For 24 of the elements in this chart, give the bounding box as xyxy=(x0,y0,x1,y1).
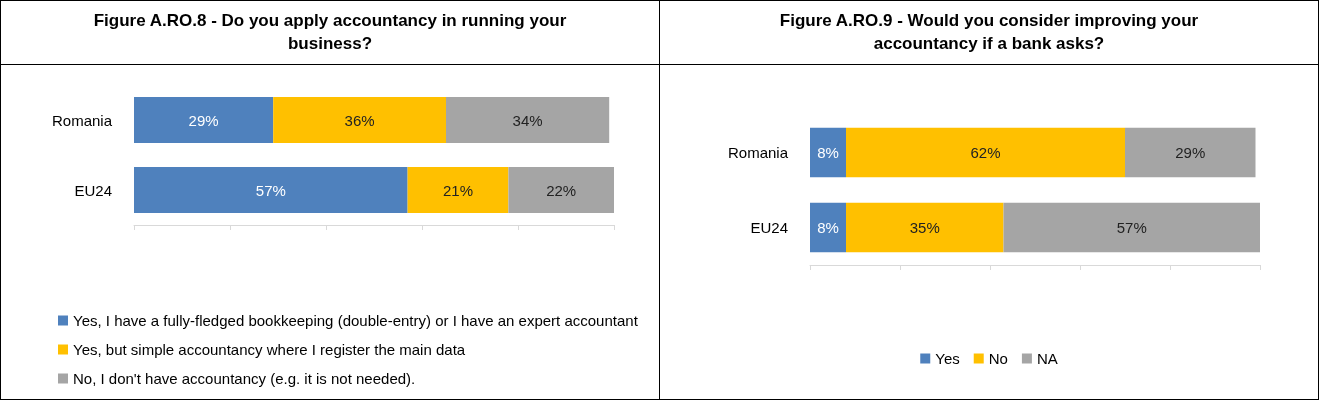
data-label: 57% xyxy=(1116,219,1147,236)
data-label: 29% xyxy=(188,111,219,129)
data-label: 21% xyxy=(442,181,474,199)
data-label: 29% xyxy=(1175,144,1206,161)
legend-label: NA xyxy=(1036,350,1058,367)
legend-label: Yes, I have a fully-fledged bookkeeping (double-entry) or I have an expert accountant xyxy=(73,312,639,329)
data-label: 8% xyxy=(817,144,839,161)
data-label: 35% xyxy=(909,219,940,236)
data-label: 36% xyxy=(344,111,375,129)
y-tick-label: Romania xyxy=(51,111,113,129)
chart-title: Figure A.RO.9 - Would you consider improving your accountancy if a bank asks? xyxy=(660,1,1318,65)
data-label: 22% xyxy=(546,181,577,199)
y-tick-label: EU24 xyxy=(750,219,788,236)
data-label: 34% xyxy=(512,111,543,129)
y-tick-label: EU24 xyxy=(74,181,112,199)
y-tick-label: Romania xyxy=(727,144,789,161)
chart-title: Figure A.RO.8 - Do you apply accountancy in running your business? xyxy=(1,1,659,65)
legend-label: Yes, but simple accountancy where I register the main data xyxy=(73,341,466,358)
legend-label: No xyxy=(988,350,1008,367)
legend-label: Yes xyxy=(935,350,960,367)
legend-label: No, I don't have accountancy (e.g. it is not needed). xyxy=(73,370,416,387)
data-label: 8% xyxy=(817,219,839,236)
data-label: 62% xyxy=(970,144,1001,161)
data-label: 57% xyxy=(255,181,286,199)
